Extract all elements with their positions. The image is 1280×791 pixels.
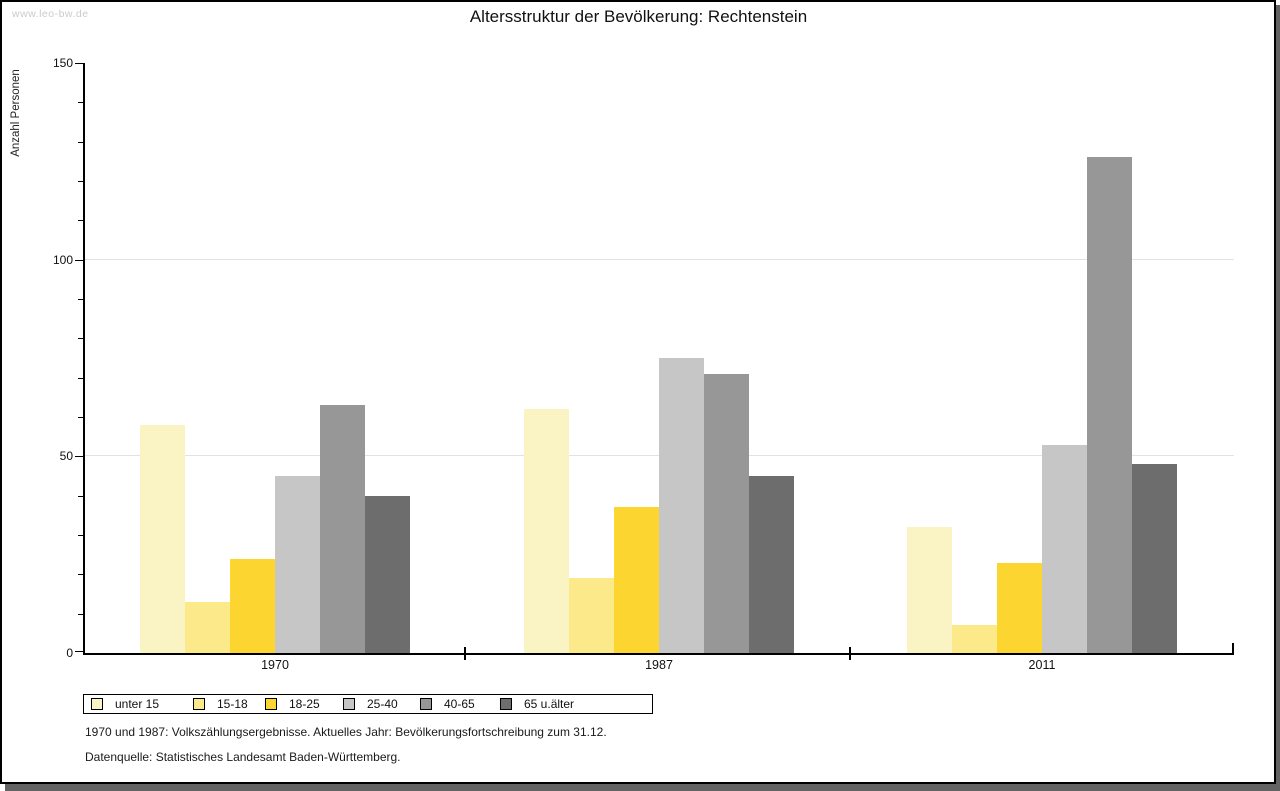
bar-1970-40-65 bbox=[320, 405, 365, 653]
legend-label-unter-15: unter 15 bbox=[115, 697, 160, 711]
bar-1987-18-25 bbox=[614, 507, 659, 653]
y-tick-0 bbox=[75, 651, 83, 652]
footnote-source-note: 1970 und 1987: Volkszählungsergebnisse. … bbox=[85, 725, 607, 739]
frame-shadow-bottom bbox=[5, 784, 1280, 791]
y-minor-tick-60 bbox=[78, 417, 83, 418]
bar-1970-18-25 bbox=[230, 559, 275, 653]
bar-1987-15-18 bbox=[569, 578, 614, 653]
y-minor-tick-110 bbox=[78, 220, 83, 222]
legend-swatch-unter-15 bbox=[91, 698, 103, 710]
frame-shadow-right bbox=[1276, 5, 1280, 791]
bar-1987-25-40 bbox=[659, 358, 704, 653]
y-minor-tick-20 bbox=[78, 574, 83, 576]
legend-label-65-u.älter: 65 u.älter bbox=[524, 697, 575, 711]
legend-swatch-15-18 bbox=[193, 698, 205, 710]
legend-label-25-40: 25-40 bbox=[367, 697, 398, 711]
bar-1970-65-u.älter bbox=[365, 496, 410, 653]
legend-swatch-65-u.älter bbox=[500, 698, 512, 710]
legend-swatch-18-25 bbox=[265, 698, 277, 710]
bar-1987-unter-15 bbox=[524, 409, 569, 653]
bar-1970-25-40 bbox=[275, 476, 320, 653]
y-tick-label-150: 150 bbox=[52, 56, 73, 70]
chart-title: Altersstruktur der Bevölkerung: Rechtens… bbox=[469, 7, 808, 26]
bar-1987-40-65 bbox=[704, 374, 749, 653]
y-tick-label-0: 0 bbox=[66, 646, 73, 660]
legend-swatch-40-65 bbox=[420, 698, 432, 710]
y-axis-label: Anzahl Personen bbox=[10, 69, 22, 157]
bar-2011-40-65 bbox=[1087, 157, 1132, 653]
gridline-100 bbox=[85, 258, 1234, 260]
bar-1970-unter-15 bbox=[140, 425, 185, 653]
legend-box: unter 15 15-18 18-25 25-40 40-65 65 u.älter bbox=[83, 694, 653, 714]
bar-1970-15-18 bbox=[185, 602, 230, 653]
bar-2011-65-u.älter bbox=[1132, 464, 1177, 653]
x-category-label-1970: 1970 bbox=[261, 658, 289, 672]
legend-label-15-18: 15-18 bbox=[217, 697, 248, 711]
y-minor-tick-80 bbox=[78, 338, 83, 340]
legend-swatch-25-40 bbox=[343, 698, 355, 710]
y-minor-tick-140 bbox=[78, 102, 83, 104]
bar-2011-15-18 bbox=[952, 625, 997, 653]
bar-2011-18-25 bbox=[997, 563, 1042, 653]
y-minor-tick-10 bbox=[78, 613, 83, 615]
y-minor-tick-30 bbox=[78, 535, 83, 536]
y-minor-tick-90 bbox=[78, 299, 83, 300]
y-minor-tick-120 bbox=[78, 181, 83, 182]
x-end-tick bbox=[1232, 643, 1234, 653]
y-minor-tick-40 bbox=[78, 495, 83, 497]
footnote-data-source: Datenquelle: Statistisches Landesamt Bad… bbox=[85, 750, 401, 764]
x-category-label-1987: 1987 bbox=[645, 658, 673, 672]
y-minor-tick-130 bbox=[78, 141, 83, 143]
y-tick-label-100: 100 bbox=[52, 252, 73, 267]
plot-area: 0 50 100 150 1970 1987 2011 bbox=[53, 56, 1234, 672]
bar-1987-65-u.älter bbox=[749, 476, 794, 653]
bar-2011-unter-15 bbox=[907, 527, 952, 653]
x-boundary-tick-1 bbox=[849, 647, 851, 660]
x-category-label-2011: 2011 bbox=[1028, 658, 1056, 672]
y-tick-50 bbox=[75, 456, 83, 458]
legend-label-18-25: 18-25 bbox=[289, 697, 320, 711]
bar-2011-25-40 bbox=[1042, 445, 1087, 653]
x-boundary-tick-0 bbox=[464, 647, 466, 660]
y-tick-150 bbox=[75, 63, 83, 64]
y-minor-tick-70 bbox=[78, 377, 83, 379]
y-tick-label-50: 50 bbox=[59, 449, 73, 464]
y-tick-100 bbox=[75, 259, 83, 261]
watermark-url: www.leo-bw.de bbox=[12, 8, 89, 20]
legend-label-40-65: 40-65 bbox=[444, 697, 475, 711]
